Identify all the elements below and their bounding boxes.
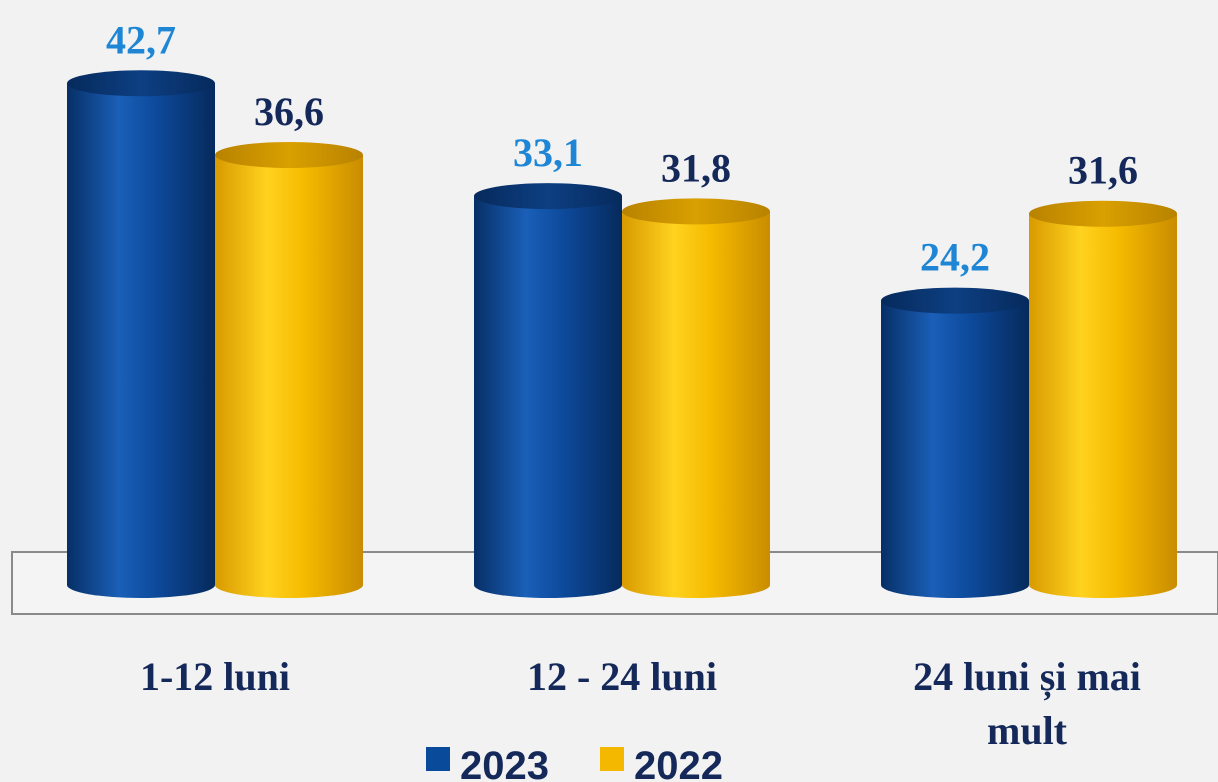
bar-series-2023-0 <box>67 70 215 598</box>
value-label-series-2023-1: 33,1 <box>513 130 583 175</box>
bar-series-2022-0 <box>215 141 363 598</box>
bar-series-2023-2 <box>881 287 1029 598</box>
bar-body-series-2022-0 <box>215 154 363 598</box>
value-labels-layer: 42,7 36,6 33,1 31,8 24,2 31,6 <box>106 17 1138 279</box>
bar-top-series-2022-2 <box>1029 200 1177 227</box>
legend-label-2023: 2023 <box>460 744 549 782</box>
bar-top-series-2023-0 <box>67 70 215 97</box>
bar-top-series-2022-1 <box>622 198 770 225</box>
value-label-series-2022-1: 31,8 <box>661 145 731 190</box>
bar-series-2023-1 <box>474 183 622 598</box>
bar-top-series-2022-0 <box>215 141 363 168</box>
legend: 2023 2022 <box>426 744 723 782</box>
value-label-series-2023-0: 42,7 <box>106 17 176 62</box>
bar-series-2022-2 <box>1029 200 1177 598</box>
bar-body-series-2023-0 <box>67 83 215 598</box>
category-label-0: 1-12 luni <box>140 654 290 699</box>
bar-top-series-2023-1 <box>474 183 622 210</box>
value-label-series-2022-0: 36,6 <box>254 89 324 134</box>
bar-body-series-2023-2 <box>881 300 1029 598</box>
bars-layer <box>67 70 1177 598</box>
bar-top-series-2023-2 <box>881 287 1029 314</box>
legend-label-2022: 2022 <box>634 744 723 782</box>
bar-body-series-2022-2 <box>1029 213 1177 598</box>
legend-swatch-2022 <box>600 747 624 771</box>
bar-body-series-2022-1 <box>622 211 770 598</box>
category-labels-layer: 1-12 luni 12 - 24 luni 24 luni și mai mult <box>140 654 1141 753</box>
legend-swatch-2023 <box>426 747 450 771</box>
category-label-1: 12 - 24 luni <box>527 654 717 699</box>
value-label-series-2023-2: 24,2 <box>920 235 990 280</box>
bar-body-series-2023-1 <box>474 196 622 598</box>
category-label-2: 24 luni și mai mult <box>913 654 1141 753</box>
bar-series-2022-1 <box>622 198 770 598</box>
value-label-series-2022-2: 31,6 <box>1068 148 1138 193</box>
